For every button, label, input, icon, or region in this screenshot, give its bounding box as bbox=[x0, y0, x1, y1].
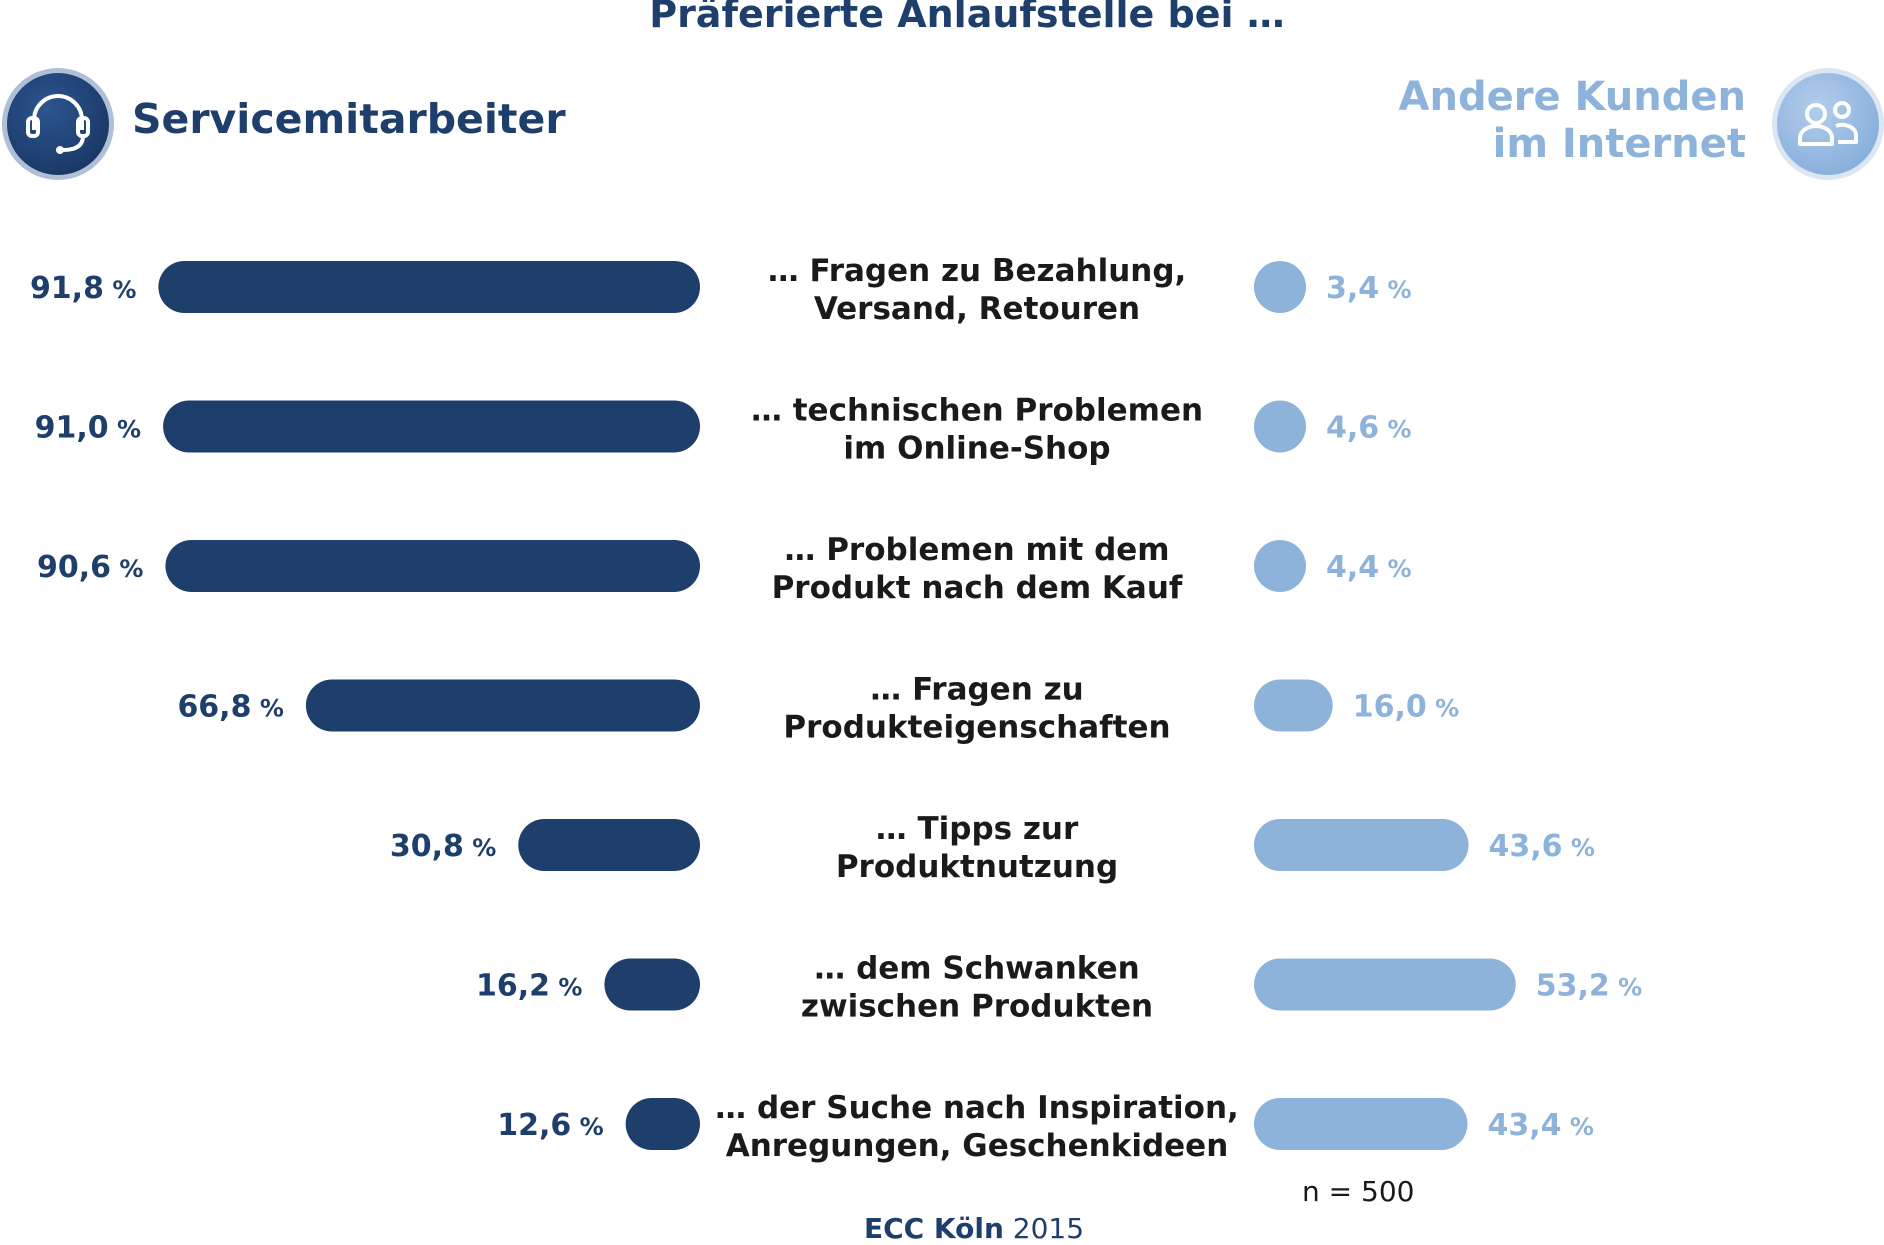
category-label: … Tipps zur bbox=[876, 811, 1079, 847]
right-series-header: Andere Kunden im Internet bbox=[1399, 74, 1746, 168]
left-bar-value-label: 16,2 % bbox=[476, 969, 582, 1004]
right-bar-value-label: 4,6 % bbox=[1326, 411, 1412, 446]
left-bar-value-label: 66,8 % bbox=[177, 690, 283, 725]
category-label: … der Suche nach Inspiration, bbox=[715, 1090, 1239, 1126]
source-org: ECC Köln bbox=[863, 1212, 1004, 1245]
left-bar-value-label: 30,8 % bbox=[390, 829, 496, 864]
users-icon bbox=[1770, 66, 1884, 186]
left-bar bbox=[163, 400, 701, 453]
category-label: … dem Schwanken bbox=[814, 951, 1139, 987]
category-label: … Fragen zu Bezahlung, bbox=[768, 253, 1187, 289]
chart-title: Präferierte Anlaufstelle bei … bbox=[649, 0, 1285, 36]
left-bar bbox=[158, 261, 700, 313]
left-bar-value-label: 90,6 % bbox=[37, 550, 143, 585]
left-series-header: Servicemitarbeiter bbox=[132, 95, 566, 143]
left-bar-value-label: 12,6 % bbox=[497, 1108, 603, 1143]
right-bar bbox=[1254, 819, 1469, 871]
right-bar-value-label: 43,4 % bbox=[1488, 1108, 1594, 1143]
sample-size-note: n = 500 bbox=[1302, 1175, 1415, 1208]
category-label: … technischen Problemen bbox=[751, 393, 1203, 429]
right-bar bbox=[1254, 958, 1516, 1011]
category-label: Produktnutzung bbox=[836, 849, 1118, 885]
category-label: im Online-Shop bbox=[843, 431, 1110, 467]
right-bar bbox=[1254, 540, 1306, 592]
right-bar-value-label: 53,2 % bbox=[1536, 969, 1642, 1004]
left-bar bbox=[604, 958, 700, 1011]
category-label: Produkt nach dem Kauf bbox=[772, 570, 1183, 606]
category-label: Produkteigenschaften bbox=[783, 710, 1170, 746]
right-bar-value-label: 16,0 % bbox=[1353, 690, 1459, 725]
source-credit: ECC Köln 2015 bbox=[32, 1212, 1884, 1245]
left-bar bbox=[625, 1098, 700, 1150]
source-year: 2015 bbox=[1012, 1212, 1085, 1245]
left-bar bbox=[305, 679, 700, 732]
category-label: Versand, Retouren bbox=[814, 291, 1140, 327]
right-header-line-1: Andere Kunden bbox=[1398, 74, 1746, 120]
right-bar bbox=[1254, 679, 1333, 732]
right-bar bbox=[1254, 400, 1306, 453]
headset-icon bbox=[0, 66, 116, 186]
category-label: Anregungen, Geschenkideen bbox=[726, 1128, 1229, 1164]
right-bar bbox=[1254, 261, 1306, 313]
right-header-line-2: im Internet bbox=[1492, 121, 1746, 167]
left-bar-value-label: 91,8 % bbox=[30, 271, 136, 306]
left-bar-value-label: 91,0 % bbox=[35, 411, 141, 446]
right-bar bbox=[1254, 1098, 1468, 1150]
left-bar bbox=[165, 540, 700, 592]
left-bar bbox=[518, 819, 700, 871]
category-label: zwischen Produkten bbox=[801, 989, 1153, 1025]
right-bar-value-label: 4,4 % bbox=[1326, 550, 1412, 585]
category-label: … Problemen mit dem bbox=[784, 532, 1169, 568]
right-bar-value-label: 43,6 % bbox=[1489, 829, 1595, 864]
right-bar-value-label: 3,4 % bbox=[1326, 271, 1412, 306]
category-label: … Fragen zu bbox=[870, 672, 1083, 708]
